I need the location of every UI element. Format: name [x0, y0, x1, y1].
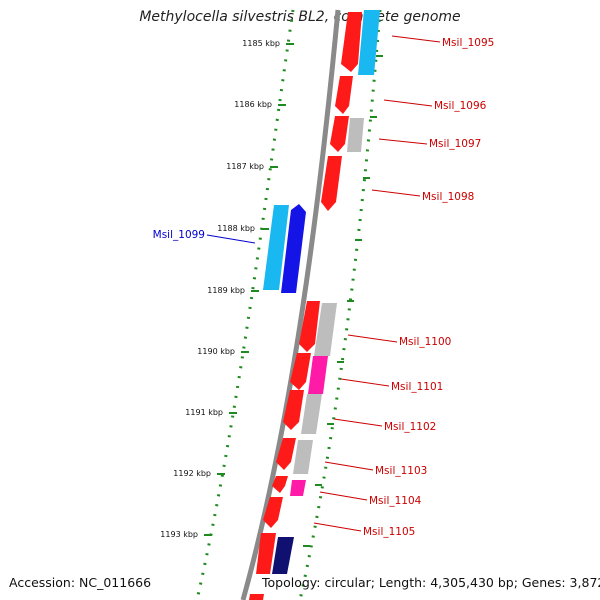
leader-line	[206, 234, 256, 244]
gene-feature[interactable]	[301, 394, 322, 434]
gene-labels: Msil_1095 Msil_1096 Msil_1097 Msil_1098 …	[153, 37, 495, 538]
gene-feature[interactable]	[281, 204, 306, 293]
tick-label-1187: 1187 kbp	[226, 162, 264, 171]
leader-line	[378, 138, 428, 145]
gene-feature[interactable]	[347, 118, 364, 152]
gene-feature[interactable]	[341, 12, 362, 72]
leader-line	[313, 522, 362, 532]
gene-feature[interactable]	[283, 390, 304, 430]
outer-tick-ring	[298, 9, 382, 600]
gene-label-msil-1105[interactable]: Msil_1105	[363, 526, 415, 538]
leader-line	[340, 378, 390, 387]
forward-strand-genes	[249, 10, 380, 600]
tick-label-1186: 1186 kbp	[234, 100, 272, 109]
leader-line	[391, 35, 441, 43]
topology-label: Topology: circular; Length: 4,305,430 bp…	[262, 575, 600, 590]
gene-label-msil-1097[interactable]: Msil_1097	[429, 138, 481, 150]
leader-line	[371, 189, 421, 197]
gene-label-msil-1098[interactable]: Msil_1098	[422, 191, 474, 203]
leader-line	[333, 418, 383, 427]
gene-label-msil-1104[interactable]: Msil_1104	[369, 495, 422, 507]
leader-line	[319, 491, 368, 501]
genome-backbone	[240, 9, 341, 600]
gene-label-msil-1096[interactable]: Msil_1096	[434, 100, 487, 112]
gene-feature[interactable]	[335, 76, 353, 114]
gene-feature[interactable]	[308, 356, 328, 394]
gene-feature[interactable]	[290, 480, 306, 496]
gene-feature[interactable]	[290, 353, 311, 390]
gene-label-msil-1095[interactable]: Msil_1095	[442, 37, 494, 49]
leader-line	[383, 99, 433, 107]
kbp-tick-marks	[204, 43, 383, 547]
gene-feature[interactable]	[330, 116, 349, 152]
gene-feature[interactable]	[299, 301, 320, 352]
gene-feature[interactable]	[276, 438, 296, 470]
gene-label-msil-1102[interactable]: Msil_1102	[384, 421, 436, 433]
tick-label-1191: 1191 kbp	[185, 408, 223, 417]
tick-label-1185: 1185 kbp	[242, 39, 280, 48]
gene-feature[interactable]	[263, 497, 283, 528]
gene-label-msil-1103[interactable]: Msil_1103	[375, 465, 427, 477]
tick-label-1193: 1193 kbp	[160, 530, 198, 539]
inner-tick-ring	[195, 9, 295, 600]
gene-feature[interactable]	[263, 205, 289, 290]
gene-label-msil-1101[interactable]: Msil_1101	[391, 381, 443, 393]
gene-feature[interactable]	[293, 440, 313, 474]
gene-feature[interactable]	[358, 10, 380, 75]
tick-label-1192: 1192 kbp	[173, 469, 211, 478]
gene-feature[interactable]	[272, 476, 288, 493]
tick-label-1189: 1189 kbp	[207, 286, 245, 295]
leader-line	[347, 334, 398, 343]
kbp-tick-labels: 1185 kbp 1186 kbp 1187 kbp 1188 kbp 1189…	[160, 39, 280, 539]
gene-label-msil-1100[interactable]: Msil_1100	[399, 336, 451, 348]
gene-label-msil-1099[interactable]: Msil_1099	[153, 229, 205, 241]
leader-line	[324, 461, 374, 471]
gene-feature[interactable]	[272, 537, 294, 574]
reverse-strand-genes	[263, 204, 306, 293]
tick-label-1188: 1188 kbp	[217, 224, 255, 233]
label-leader-lines	[206, 35, 441, 532]
gene-feature[interactable]	[314, 303, 337, 356]
tick-label-1190: 1190 kbp	[197, 347, 235, 356]
gene-feature[interactable]	[256, 533, 276, 574]
accession-label: Accession: NC_011666	[9, 575, 152, 590]
gene-feature[interactable]	[321, 156, 342, 211]
gene-feature[interactable]	[249, 594, 264, 600]
